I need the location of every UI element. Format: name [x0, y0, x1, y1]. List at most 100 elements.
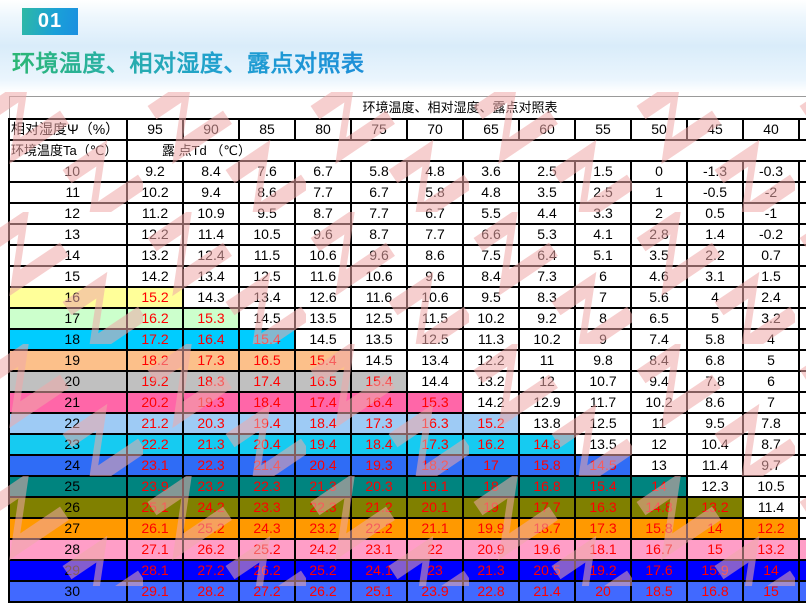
dewpoint-cell: -1 [798, 244, 806, 267]
dewpoint-cell: 4.1 [574, 223, 632, 246]
row-temperature: 26 [8, 496, 128, 519]
row-temperature: 12 [8, 202, 128, 225]
dewpoint-cell: 10.3 [798, 517, 806, 540]
dewpoint-cell: 15.2 [462, 412, 520, 435]
dewpoint-cell: 12.2 [742, 517, 800, 540]
dewpoint-cell: 12.3 [686, 475, 744, 498]
dewpoint-cell: 4 [686, 286, 744, 309]
row-temperature: 13 [8, 223, 128, 246]
dewpoint-cell: 19.2 [126, 370, 184, 393]
dewpoint-cell: 17.3 [574, 517, 632, 540]
dewpoint-cell: 17.4 [294, 391, 352, 414]
table-row: 19 18.2 17.3 16.5 15.4 14.5 13.4 12.2 11 9.8 8.4 6.… [8, 349, 806, 372]
dewpoint-cell: 9.6 [294, 223, 352, 246]
table-row: 30 29.1 28.2 27.2 26.2 25.1 23.9 22.8 21.4 20 18.5… [8, 580, 806, 603]
dewpoint-cell: 1.5 [798, 307, 806, 330]
table-row: 16 15.2 14.3 13.4 12.6 11.6 10.6 9.5 8.3 7 5.6 4 2.4… [8, 286, 806, 309]
dewpoint-cell: 16.2 [462, 433, 520, 456]
dewpoint-cell: 13.5 [574, 433, 632, 456]
table-row: 25 23.9 23.2 22.3 21.3 20.3 19.1 18 16.8 15.4 14 12… [8, 475, 806, 498]
dewpoint-cell: 11 [630, 412, 688, 435]
dewpoint-cell: 7.3 [518, 265, 576, 288]
humidity-header-row: 相对湿度Ψ（%）9590858075706560555045403530 [8, 118, 806, 141]
dewpoint-cell: 15 [742, 580, 800, 603]
dewpoint-cell: 11.4 [686, 454, 744, 477]
dewpoint-cell: 16.4 [350, 391, 408, 414]
dewpoint-cell: 8.7 [350, 223, 408, 246]
dewpoint-cell: 14.2 [126, 265, 184, 288]
dewpoint-cell: 7.7 [294, 181, 352, 204]
dewpoint-cell: 16.8 [518, 475, 576, 498]
dewpoint-cell: 19.6 [518, 538, 576, 561]
row-temperature: 23 [8, 433, 128, 456]
dewpoint-cell: 6 [742, 370, 800, 393]
dewpoint-cell: 3.5 [630, 244, 688, 267]
dewpoint-cell: 3.5 [518, 181, 576, 204]
dewpoint-cell: 11 [518, 349, 576, 372]
dewpoint-cell: 20.2 [126, 391, 184, 414]
dewpoint-cell: 13.2 [686, 496, 744, 519]
dewpoint-cell: 5.1 [574, 244, 632, 267]
humidity-column-header: 60 [518, 118, 576, 141]
dewpoint-cell: 14.3 [182, 286, 240, 309]
dewpoint-cell: -2 [742, 181, 800, 204]
humidity-column-header: 50 [630, 118, 688, 141]
dewpoint-cell: 24.3 [238, 517, 296, 540]
dewpoint-cell: 20.1 [406, 496, 464, 519]
dewpoint-cell: 9.7 [742, 454, 800, 477]
dewpoint-cell: 20 [574, 580, 632, 603]
dewpoint-cell: 8.7 [294, 202, 352, 225]
dewpoint-cell: 19.9 [462, 517, 520, 540]
dewpoint-cell: 19 [462, 496, 520, 519]
dewpoint-cell: 26.2 [294, 580, 352, 603]
table-row: 23 22.2 21.3 20.4 19.4 18.4 17.3 16.2 14.8 13.5 12… [8, 433, 806, 456]
dewpoint-cell: 22.3 [294, 496, 352, 519]
dewpoint-cell: 9.4 [182, 181, 240, 204]
dewpoint-cell: 22.2 [126, 433, 184, 456]
dewpoint-cell: 4.8 [462, 181, 520, 204]
dewpoint-cell: 11.4 [742, 496, 800, 519]
dewpoint-cell: 27.2 [238, 580, 296, 603]
dewpoint-cell: 9.5 [686, 412, 744, 435]
dewpoint-cell: 6.7 [294, 160, 352, 183]
dewpoint-cell: 18.5 [630, 580, 688, 603]
dewpoint-cell: 12.2 [126, 223, 184, 246]
dewpoint-cell: 6.6 [462, 223, 520, 246]
dewpoint-cell: 8.7 [742, 433, 800, 456]
dewpoint-cell: 18.7 [518, 517, 576, 540]
dewpoint-cell: 1.5 [574, 160, 632, 183]
section-number-badge: 01 [22, 8, 78, 35]
dewpoint-cell: 14.8 [518, 433, 576, 456]
dewpoint-cell: 8.4 [182, 160, 240, 183]
dewpoint-cell: 21.2 [350, 496, 408, 519]
dewpoint-cell: 2 [630, 202, 688, 225]
dewpoint-cell: 12.5 [406, 328, 464, 351]
dewpoint-cell: 5.8 [798, 412, 806, 435]
dewpoint-cell: 21.1 [406, 517, 464, 540]
humidity-column-header: 65 [462, 118, 520, 141]
table-row: 27 26.1 25.2 24.3 23.2 22.2 21.1 19.9 18.7 17.3 15… [8, 517, 806, 540]
row-temperature: 30 [8, 580, 128, 603]
dewpoint-cell: 13.2 [462, 370, 520, 393]
dewpoint-cell: 24.2 [294, 538, 352, 561]
dewpoint-cell: 7.4 [630, 328, 688, 351]
dewpoint-cell: 6.5 [630, 307, 688, 330]
dewpoint-cell: 17.6 [630, 559, 688, 582]
dewpoint-cell: 9.2 [518, 307, 576, 330]
dewpoint-cell: 6.4 [518, 244, 576, 267]
dewpoint-cell: 22.3 [238, 475, 296, 498]
dewpoint-cell: -0.2 [742, 223, 800, 246]
dewpoint-cell: 15.4 [350, 370, 408, 393]
dewpoint-cell: 5 [742, 349, 800, 372]
dewpoint-cell: 9.8 [574, 349, 632, 372]
dewpoint-cell: 11.6 [350, 286, 408, 309]
dewpoint-cell: 13.5 [294, 307, 352, 330]
humidity-column-header: 75 [350, 118, 408, 141]
dewpoint-cell: 10.2 [462, 307, 520, 330]
row-temperature: 22 [8, 412, 128, 435]
dewpoint-cell: 17.3 [182, 349, 240, 372]
dewpoint-cell: 28.2 [182, 580, 240, 603]
dewpoint-cell: 24.1 [350, 559, 408, 582]
table-row: 20 19.2 18.3 17.4 16.5 15.4 14.4 13.2 12 10.7 9.4 7… [8, 370, 806, 393]
dewpoint-cell: 12.5 [350, 307, 408, 330]
